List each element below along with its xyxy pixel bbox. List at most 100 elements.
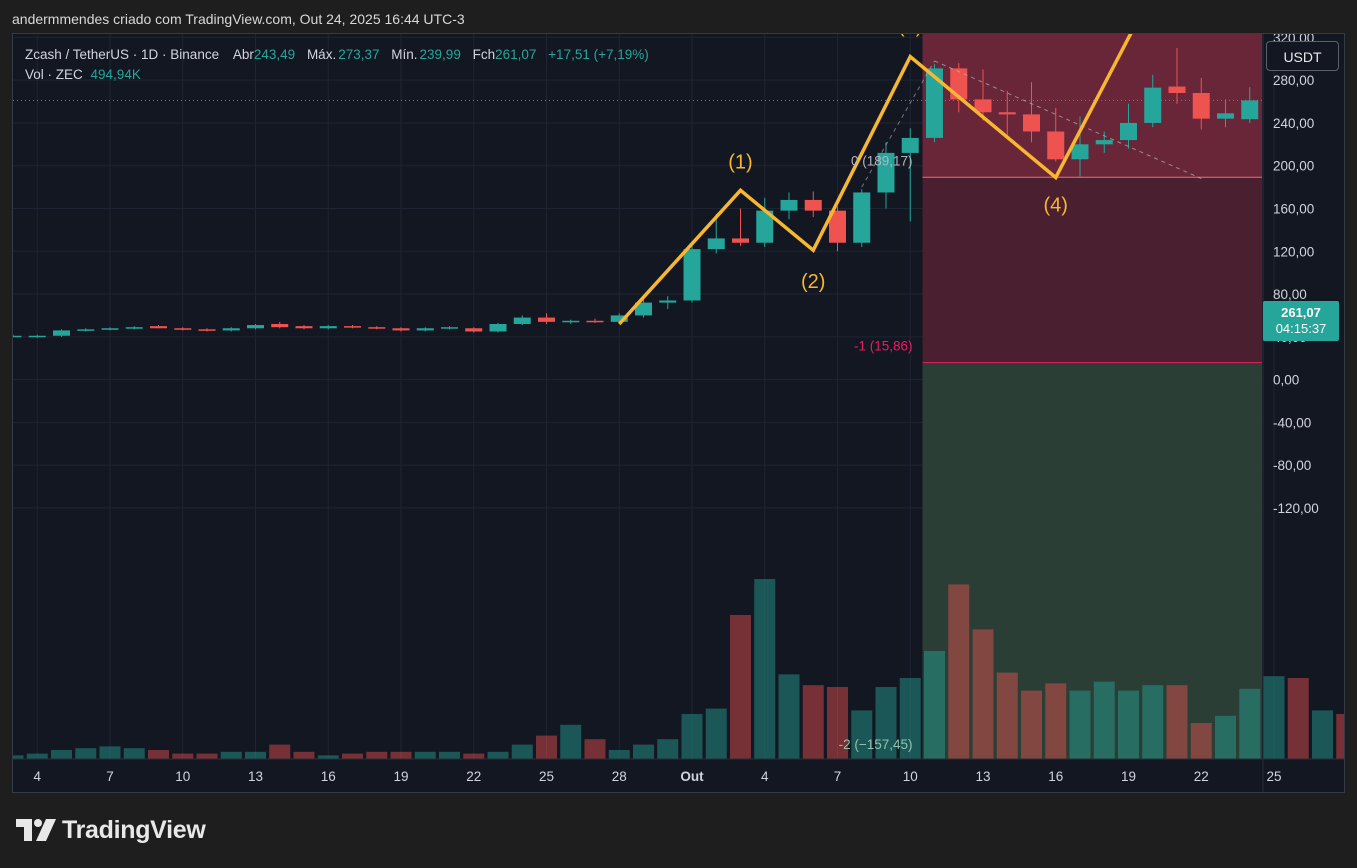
volume-bar	[99, 746, 121, 759]
volume-bar	[1045, 683, 1067, 759]
y-axis-tick-label: 80,00	[1273, 287, 1307, 302]
volume-bar	[996, 672, 1018, 759]
volume-bar	[681, 714, 703, 759]
legend-symbol[interactable]: Zcash / TetherUS · 1D · Binance	[25, 47, 220, 62]
legend-open-label: Abr	[232, 47, 254, 62]
x-axis-tick-label: 13	[248, 769, 263, 784]
attribution-text: andermmendes criado com TradingView.com,…	[12, 11, 465, 27]
chart-legend: Zcash / TetherUS · 1D · Binance Abr243,4…	[25, 45, 657, 85]
tradingview-logo-icon	[16, 819, 56, 841]
candle-body	[295, 326, 313, 329]
tradingview-logo-text: TradingView	[62, 815, 206, 844]
x-axis-tick-label: 28	[612, 769, 627, 784]
volume-bar	[1336, 714, 1344, 759]
candle-body	[1023, 114, 1040, 132]
elliott-wave-label: (4)	[1044, 194, 1068, 216]
candle-body	[441, 327, 458, 329]
volume-bar	[51, 750, 72, 759]
y-axis-tick-label: 120,00	[1273, 244, 1314, 259]
volume-bar	[827, 687, 848, 759]
volume-bar	[220, 751, 242, 759]
candle-body	[1217, 113, 1234, 119]
volume-bar	[972, 629, 994, 759]
x-axis-tick-label: 22	[466, 769, 481, 784]
volume-bar	[26, 753, 48, 759]
legend-volume-row: Vol · ZEC 494,94K	[25, 65, 657, 85]
candle-body	[125, 327, 143, 329]
volume-bar	[1021, 690, 1042, 759]
candle-body	[1144, 87, 1162, 123]
legend-low-label: Mín.	[391, 47, 418, 62]
candlestick-chart[interactable]: (1)(2)(3)(4)(5)1 (362,48)0 (189,17)-1 (1…	[13, 34, 1345, 793]
volume-bar	[75, 748, 97, 759]
volume-bar	[439, 751, 460, 759]
legend-volume-label[interactable]: Vol · ZEC	[25, 67, 83, 82]
elliott-wave-label: (1)	[728, 151, 752, 173]
candle-body	[368, 327, 386, 329]
candle-body	[1047, 131, 1065, 160]
volume-bar	[1287, 678, 1309, 759]
candle-body	[974, 99, 992, 113]
candle-body	[586, 320, 604, 323]
candle-body	[1120, 122, 1137, 141]
volume-bar	[245, 751, 266, 759]
legend-close-label: Fch	[472, 47, 496, 62]
candle-body	[77, 329, 95, 331]
volume-bar	[366, 751, 388, 759]
volume-bar	[293, 751, 315, 759]
y-axis-tick-label: -120,00	[1273, 501, 1319, 516]
last-price-tag: 261,07 04:15:37	[1263, 301, 1339, 341]
volume-bar	[1263, 676, 1285, 759]
candle-body	[319, 326, 337, 329]
volume-bar	[754, 579, 776, 759]
trend-line-dashed	[934, 60, 1202, 180]
volume-bar	[875, 687, 897, 759]
candle-body	[683, 249, 701, 301]
currency-button[interactable]: USDT	[1266, 41, 1339, 71]
x-axis-tick-label: 19	[393, 769, 408, 784]
volume-bar	[924, 651, 945, 759]
x-axis-tick-label: 7	[106, 769, 114, 784]
volume-bar	[463, 753, 485, 759]
x-axis-tick-label: 25	[1266, 769, 1281, 784]
candle-body	[222, 328, 240, 331]
volume-bar	[899, 678, 921, 759]
volume-bar	[13, 755, 24, 759]
volume-bar	[269, 744, 291, 759]
volume-bar	[1093, 681, 1115, 759]
volume-bar	[511, 744, 533, 759]
candle-body	[635, 302, 652, 316]
legend-open-value: 243,49	[253, 47, 296, 62]
candle-body	[150, 326, 167, 329]
candle-body	[465, 328, 483, 332]
chart-panel[interactable]: (1)(2)(3)(4)(5)1 (362,48)0 (189,17)-1 (1…	[12, 33, 1345, 793]
volume-bar	[196, 753, 218, 759]
candle-body	[1192, 93, 1210, 119]
x-axis-tick-label: Out	[680, 769, 704, 784]
volume-bar	[705, 708, 727, 759]
candle-body	[28, 335, 46, 338]
y-axis-tick-label: 320,00	[1273, 34, 1314, 45]
y-axis-tick-label: 0,00	[1273, 373, 1299, 388]
candle-body	[853, 192, 871, 243]
candle-body	[562, 320, 580, 323]
volume-bar	[1118, 690, 1139, 759]
fib-level-label: 0 (189,17)	[851, 153, 913, 168]
candle-body	[416, 328, 434, 331]
candle-body	[998, 112, 1016, 115]
fib-level-label: -1 (15,86)	[854, 339, 913, 354]
candle-body	[174, 328, 192, 330]
volume-bar	[1239, 688, 1261, 759]
volume-bar	[851, 710, 873, 759]
candle-body	[513, 317, 531, 324]
legend-change-value: +17,51 (+7,19%)	[548, 47, 649, 62]
candle-body	[247, 325, 264, 329]
volume-bar	[317, 755, 339, 759]
candle-body	[1095, 140, 1113, 145]
tradingview-logo[interactable]: TradingView	[16, 815, 206, 845]
x-axis-tick-label: 19	[1121, 769, 1136, 784]
candle-body	[13, 335, 22, 338]
volume-bar	[342, 753, 363, 759]
volume-bar	[657, 739, 679, 759]
x-axis-tick-label: 16	[1048, 769, 1063, 784]
